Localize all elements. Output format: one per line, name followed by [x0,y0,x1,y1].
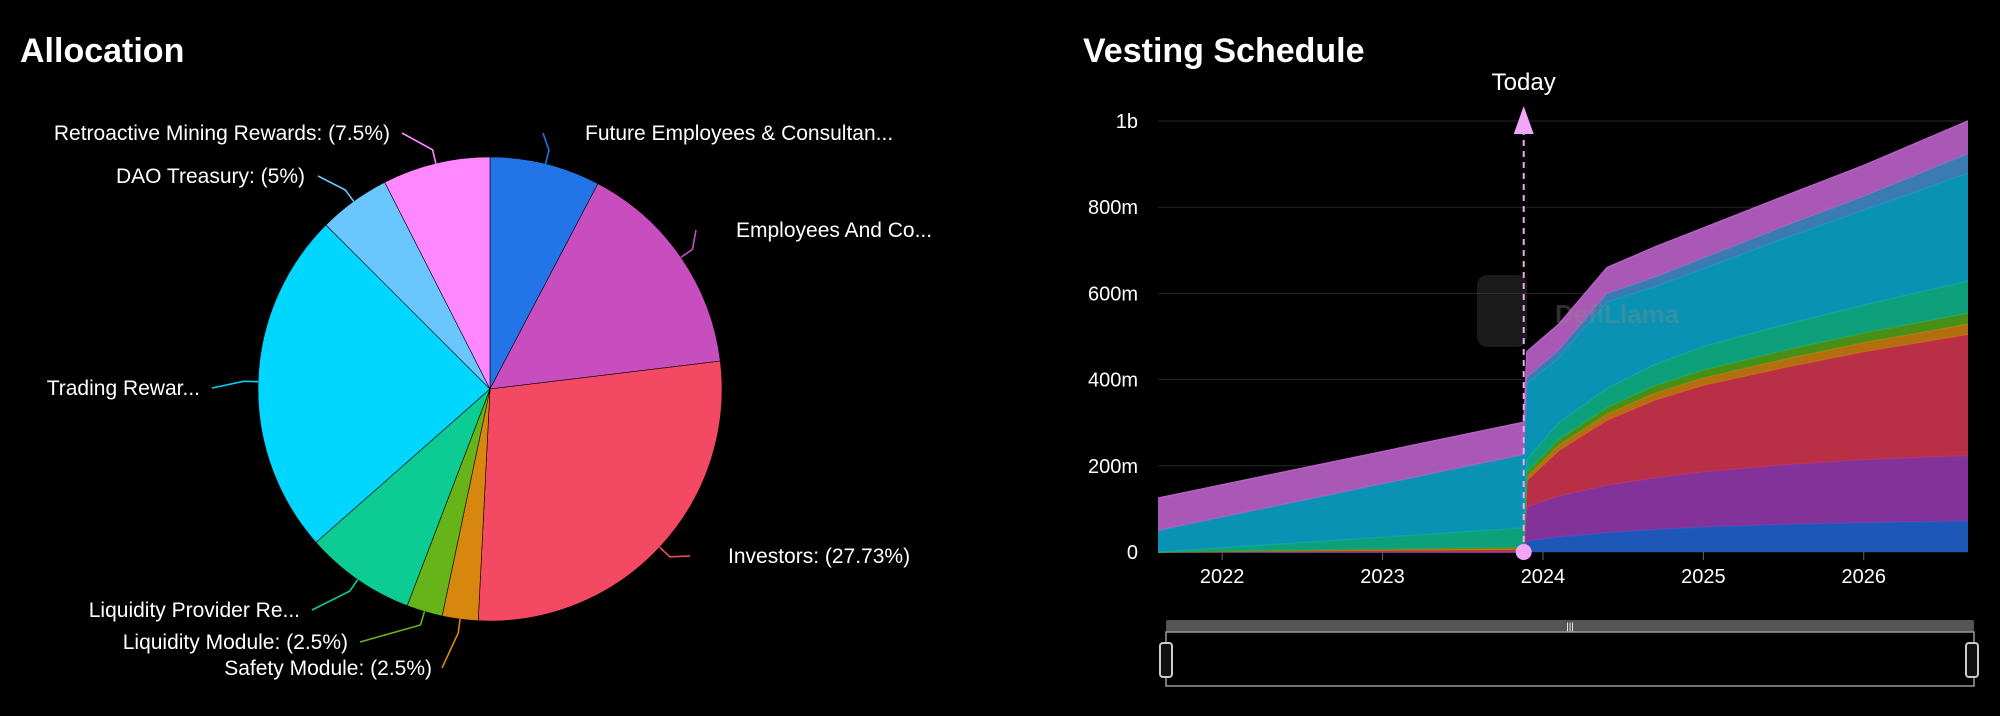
pie-leader-line [441,618,461,669]
pie-leader-line [401,132,437,164]
pie-slice-label: Investors: (27.73%) [728,545,910,568]
pie-leader-line [680,229,697,258]
allocation-title: Allocation [20,32,185,70]
area-series[interactable] [1158,324,1968,552]
area-series[interactable] [1158,334,1968,552]
watermark-text: DefiLlama [1555,299,1680,329]
defillama-watermark: DefiLlama [1477,275,1680,347]
pie-slice-label: Retroactive Mining Rewards: (7.5%) [54,122,390,145]
range-slider[interactable]: ||| [1159,620,1979,687]
pie-slice-label: DAO Treasury: (5%) [116,165,305,188]
allocation-pie-chart: Future Employees & Consultan... Employees… [47,122,932,680]
area-series[interactable] [1158,153,1968,531]
pie-slice-label: Trading Rewar... [47,377,200,400]
area-series[interactable] [1158,280,1968,552]
x-tick-label: 2023 [1360,566,1405,588]
pie-slice-label: Liquidity Module: (2.5%) [123,631,348,654]
pie-slice[interactable] [384,156,491,390]
x-tick-label: 2024 [1521,566,1566,588]
slider-left-handle[interactable] [1159,642,1173,678]
y-tick-label: 200m [1088,456,1138,478]
watermark-logo [1477,275,1527,347]
pie-slice[interactable] [489,156,599,390]
slider-grip-icon[interactable]: ||| [1566,622,1574,633]
pie-slice[interactable] [315,388,491,607]
vesting-title: Vesting Schedule [1083,32,1365,70]
pie-leader-line [359,611,426,643]
today-arrow-icon [1513,106,1534,134]
area-series[interactable] [1158,455,1968,552]
y-tick-label: 1b [1116,111,1138,133]
y-tick-label: 800m [1088,197,1138,219]
pie-slice-label: Safety Module: (2.5%) [224,657,432,680]
slider-track[interactable] [1166,620,1974,632]
slider-window[interactable] [1165,631,1975,687]
today-label: Today [1492,69,1556,96]
area-series[interactable] [1158,121,1968,531]
pie-leader-line [211,380,259,389]
y-tick-label: 600m [1088,283,1138,305]
area-series-edge [1157,120,1969,499]
pie-leader-line [659,546,691,558]
x-tick-label: 2026 [1841,566,1886,588]
pie-leader-line [317,175,355,202]
x-tick-label: 2022 [1200,566,1245,588]
area-series[interactable] [1158,173,1968,552]
pie-slice-label: Employees And Co... [736,219,932,242]
slider-right-handle[interactable] [1965,642,1979,678]
area-series[interactable] [1158,520,1968,552]
pie-leader-line [311,579,359,611]
pie-leader-line [542,132,550,164]
pie-slice-label: Liquidity Provider Re... [89,599,300,622]
x-tick-label: 2025 [1681,566,1726,588]
pie-slice-label: Future Employees & Consultan... [585,122,893,145]
today-dot[interactable] [1515,544,1532,560]
y-tick-label: 400m [1088,370,1138,392]
y-tick-label: 0 [1127,542,1138,564]
area-series[interactable] [1158,313,1968,552]
